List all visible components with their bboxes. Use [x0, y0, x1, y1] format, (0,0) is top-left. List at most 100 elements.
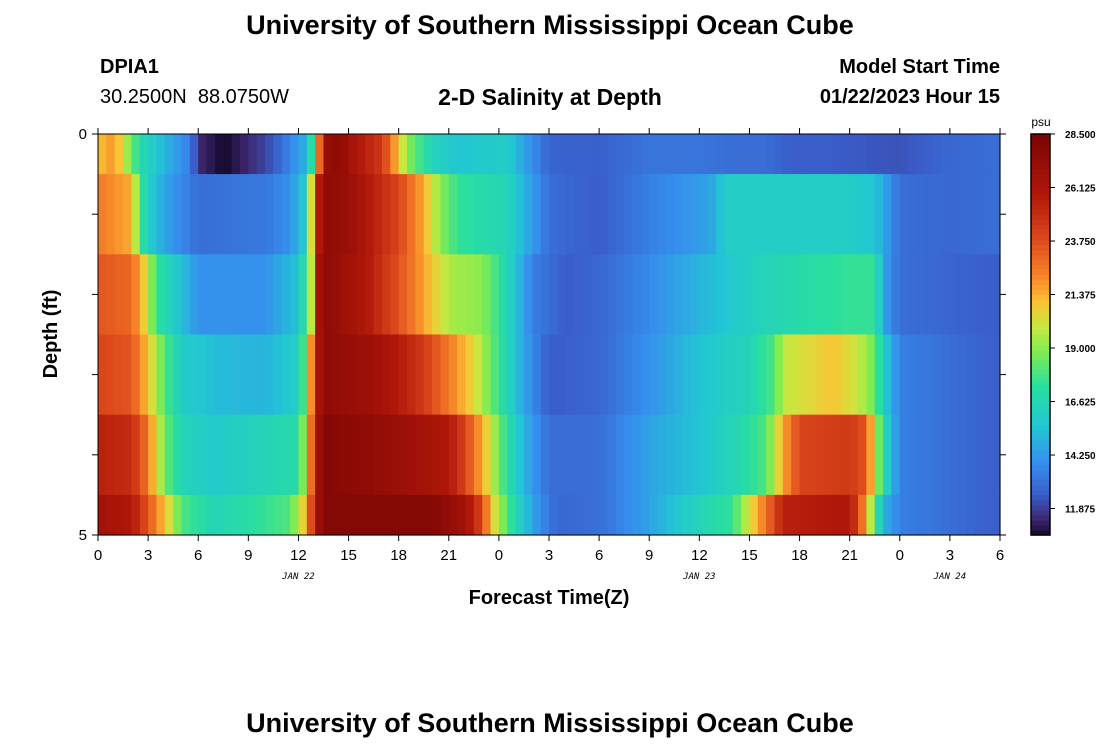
heatmap-cell	[490, 134, 500, 175]
heatmap-cell	[198, 174, 208, 255]
heatmap-cell	[482, 254, 492, 336]
heatmap-cell	[657, 414, 667, 496]
heatmap-cell	[323, 334, 333, 416]
heatmap-cell	[532, 334, 542, 416]
heatmap-cell	[916, 254, 926, 336]
heatmap-cell	[457, 414, 467, 496]
x-tick-label: 3	[144, 547, 152, 564]
heatmap-cell	[315, 134, 325, 175]
heatmap-cell	[365, 254, 375, 336]
heatmap-cell	[106, 414, 116, 496]
heatmap-cell	[933, 414, 943, 496]
heatmap-cell	[457, 174, 467, 255]
heatmap-cell	[891, 494, 901, 536]
heatmap-cell	[782, 254, 792, 336]
heatmap-cell	[841, 334, 851, 416]
heatmap-cell	[624, 254, 634, 336]
heatmap-cell	[624, 134, 634, 175]
date-label: JAN 23	[682, 572, 716, 582]
heatmap-cell	[507, 494, 517, 536]
heatmap-cell	[716, 134, 725, 175]
heatmap-cell	[507, 414, 517, 496]
heatmap-cell	[949, 254, 959, 336]
heatmap-cell	[348, 174, 358, 255]
colorbar-step	[1031, 264, 1050, 270]
heatmap-cell	[423, 254, 433, 336]
heatmap-cell	[757, 174, 767, 255]
heatmap-cell	[724, 334, 734, 416]
colorbar-step	[1031, 244, 1050, 250]
heatmap-cell	[106, 494, 116, 536]
heatmap-cell	[799, 174, 809, 255]
heatmap-cell	[98, 134, 107, 175]
heatmap-cell	[716, 174, 725, 255]
heatmap-cell	[331, 334, 341, 416]
heatmap-cell	[239, 254, 249, 336]
heatmap-cell	[991, 174, 1001, 255]
heatmap-cell	[290, 334, 300, 416]
heatmap-cell	[131, 414, 141, 496]
heatmap-cell	[381, 414, 391, 496]
heatmap-cell	[782, 174, 792, 255]
colorbar-step	[1031, 284, 1050, 290]
heatmap-cell	[899, 494, 909, 536]
heatmap-cell	[390, 494, 400, 536]
heatmap-cell	[139, 334, 149, 416]
heatmap-cell	[532, 414, 542, 496]
heatmap-cell	[949, 334, 959, 416]
heatmap-cell	[465, 254, 475, 336]
colorbar-step	[1031, 214, 1050, 220]
heatmap-cell	[498, 174, 508, 255]
heatmap-cell	[716, 494, 725, 536]
heatmap-cell	[198, 134, 208, 175]
heatmap-cell	[415, 494, 425, 536]
heatmap-cell	[482, 174, 492, 255]
heatmap-cell	[557, 174, 567, 255]
heatmap-cell	[791, 254, 801, 336]
heatmap-cell	[248, 414, 258, 496]
heatmap-cell	[148, 414, 158, 496]
heatmap-cell	[991, 254, 1001, 336]
heatmap-cell	[323, 174, 333, 255]
heatmap-cell	[791, 174, 801, 255]
heatmap-cell	[741, 414, 751, 496]
heatmap-cell	[858, 134, 867, 175]
heatmap-cell	[340, 334, 350, 416]
heatmap-cell	[749, 494, 759, 536]
colorbar-step	[1031, 449, 1050, 456]
heatmap-cell	[156, 494, 166, 536]
heatmap-cell	[665, 134, 675, 175]
x-tick-label: 9	[645, 547, 653, 564]
colorbar-step	[1031, 374, 1050, 381]
heatmap-cell	[799, 494, 809, 536]
heatmap-cell	[306, 134, 316, 175]
heatmap-cell	[983, 494, 993, 536]
heatmap-cell	[356, 414, 366, 496]
heatmap-cell	[665, 494, 675, 536]
heatmap-cell	[599, 174, 609, 255]
heatmap-cell	[974, 174, 984, 255]
heatmap-cell	[807, 494, 817, 536]
heatmap-cell	[949, 414, 959, 496]
heatmap-cell	[448, 174, 458, 255]
heatmap-cell	[782, 134, 792, 175]
heatmap-cell	[799, 334, 809, 416]
heatmap-cell	[173, 254, 183, 336]
heatmap-cell	[941, 134, 951, 175]
heatmap-cell	[557, 134, 567, 175]
heatmap-cell	[741, 254, 751, 336]
heatmap-cell	[457, 334, 467, 416]
heatmap-cell	[640, 174, 650, 255]
heatmap-cell	[615, 174, 625, 255]
heatmap-cell	[849, 494, 859, 536]
heatmap-cell	[565, 174, 575, 255]
heatmap-cell	[532, 494, 542, 536]
heatmap-cell	[148, 174, 158, 255]
heatmap-cell	[373, 134, 383, 175]
heatmap-cell	[816, 174, 826, 255]
colorbar-step	[1031, 389, 1050, 396]
y-tick-label: 0	[79, 126, 87, 143]
heatmap-cell	[181, 174, 191, 255]
heatmap-cell	[156, 254, 166, 336]
colorbar-step	[1031, 164, 1050, 170]
